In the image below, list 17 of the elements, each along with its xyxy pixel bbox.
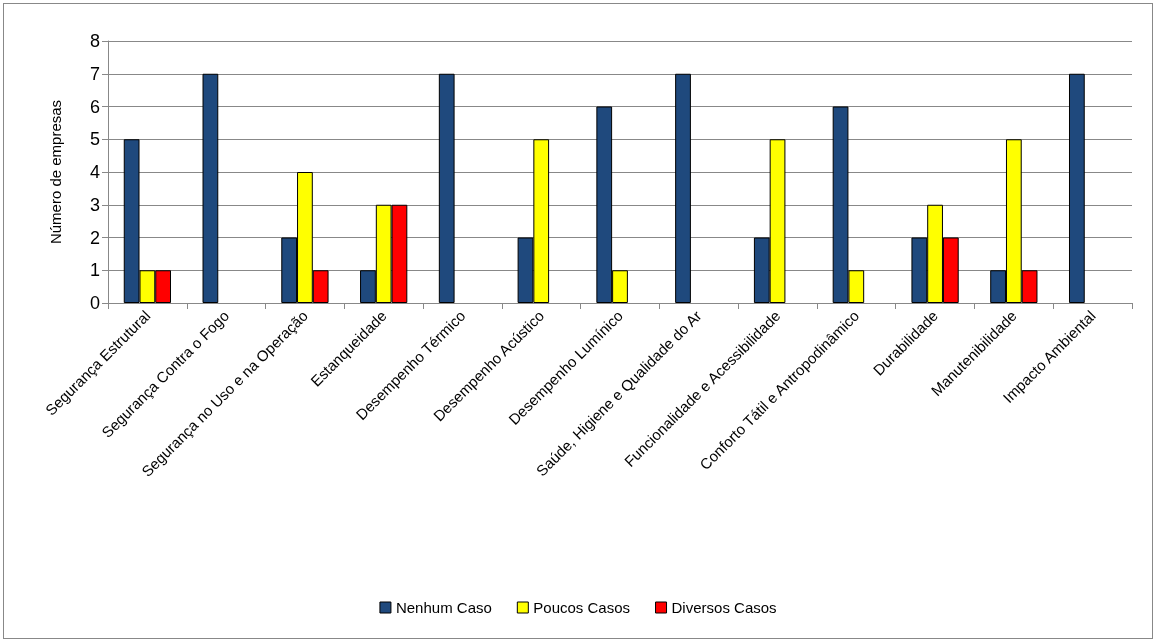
bar (675, 73, 691, 303)
y-tick-label: 0 (89, 293, 100, 313)
y-tick-label: 5 (89, 129, 100, 150)
legend-label: Poucos Casos (533, 599, 631, 616)
legend-label: Nenhum Caso (395, 599, 492, 616)
y-axis-title: Número de empresas (47, 99, 64, 245)
bar (438, 73, 455, 303)
y-tick-label: 1 (89, 260, 100, 281)
legend-label: Diversos Casos (671, 599, 777, 616)
y-tick-label: 7 (89, 63, 100, 84)
y-tick-label: 2 (89, 227, 100, 248)
bar (202, 73, 219, 303)
y-tick-label: 8 (89, 31, 100, 51)
y-tick-label: 6 (89, 96, 100, 117)
y-tick-label: 3 (89, 194, 100, 215)
y-tick-label: 4 (89, 162, 100, 182)
bar (1068, 73, 1085, 303)
